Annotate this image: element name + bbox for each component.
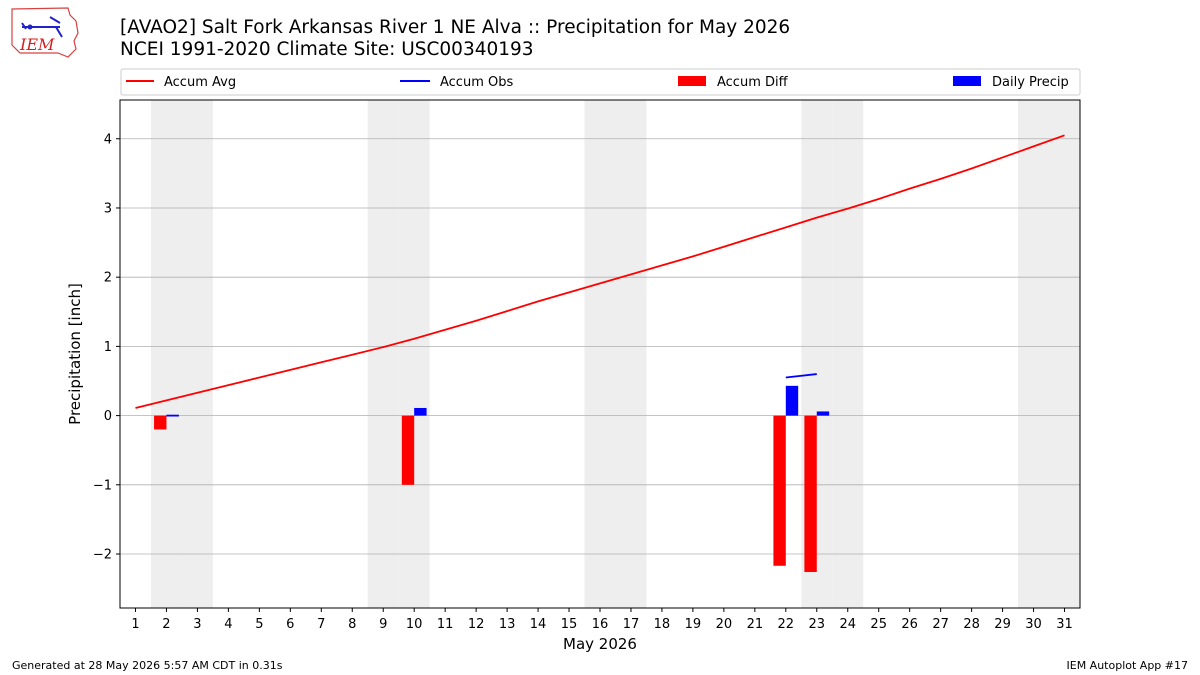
chart-subtitle: NCEI 1991-2020 Climate Site: USC00340193	[120, 39, 534, 60]
legend-box	[120, 68, 1081, 96]
bar-daily-precip-10	[414, 407, 427, 416]
tick-label-x-26: 26	[901, 617, 918, 632]
bar-accum-diff-22	[773, 415, 786, 566]
weekend-shade-24	[832, 100, 864, 608]
line-accum-avg	[135, 134, 1065, 409]
weekend-shade-17	[615, 100, 647, 608]
tick-label-x-28: 28	[963, 617, 980, 632]
bar-daily-precip-22	[785, 385, 799, 416]
chart-title: [AVAO2] Salt Fork Arkansas River 1 NE Al…	[120, 17, 791, 38]
tick-label-y--2: −2	[93, 548, 112, 563]
tick-label-x-18: 18	[654, 617, 671, 632]
weekend-shade-10	[398, 100, 430, 608]
tick-label-x-5: 5	[255, 617, 263, 632]
tick-label-x-4: 4	[224, 617, 232, 632]
tick-label-x-11: 11	[437, 617, 454, 632]
tick-label-x-15: 15	[561, 617, 578, 632]
tick-label-y-3: 3	[104, 201, 112, 216]
iem-logo: IEM	[11, 7, 79, 58]
weekend-shade-2	[150, 100, 182, 608]
bar-accum-diff-23	[804, 415, 817, 573]
weekend-shade-16	[584, 100, 616, 608]
tick-label-x-17: 17	[623, 617, 640, 632]
logo-text: IEM	[19, 35, 55, 54]
tick-label-x-31: 31	[1056, 617, 1073, 632]
legend: Accum Avg Accum Obs Accum Diff Daily Pre…	[120, 68, 1081, 96]
line-accum-obs-segment-1	[785, 373, 817, 379]
tick-label-x-29: 29	[994, 617, 1011, 632]
legend-label-accum-diff: Accum Diff	[717, 75, 789, 90]
tick-label-x-10: 10	[406, 617, 423, 632]
footer-generated: Generated at 28 May 2026 5:57 AM CDT in …	[12, 659, 283, 672]
legend-label-accum-obs: Accum Obs	[440, 75, 513, 90]
tick-label-x-24: 24	[839, 617, 856, 632]
lines	[135, 134, 1065, 417]
tick-label-x-2: 2	[162, 617, 170, 632]
tick-label-x-23: 23	[809, 617, 826, 632]
y-axis-label: Precipitation [inch]	[66, 283, 84, 425]
bar-daily-precip-23	[816, 411, 830, 416]
tick-label-x-7: 7	[317, 617, 325, 632]
bar-accum-diff-2	[154, 415, 167, 430]
tick-label-x-1: 1	[131, 617, 139, 632]
tick-label-x-25: 25	[870, 617, 887, 632]
tick-label-x-19: 19	[685, 617, 702, 632]
legend-swatch-accum-diff	[678, 76, 706, 86]
legend-label-accum-avg: Accum Avg	[164, 75, 236, 90]
tick-label-x-6: 6	[286, 617, 294, 632]
tick-label-x-12: 12	[468, 617, 485, 632]
tick-label-x-3: 3	[193, 617, 201, 632]
tick-label-x-21: 21	[747, 617, 764, 632]
weekend-shading	[150, 100, 1080, 608]
tick-label-y-4: 4	[104, 132, 112, 147]
tick-label-x-16: 16	[592, 617, 609, 632]
tick-label-x-13: 13	[499, 617, 516, 632]
weekend-shade-9	[367, 100, 399, 608]
bar-accum-diff-10	[401, 415, 415, 485]
legend-label-daily-precip: Daily Precip	[992, 75, 1069, 90]
tick-label-x-8: 8	[348, 617, 356, 632]
weekend-shade-31	[1049, 100, 1080, 608]
tick-label-x-9: 9	[379, 617, 387, 632]
tick-label-x-20: 20	[716, 617, 733, 632]
grid-lines	[120, 138, 1080, 555]
tick-label-y-1: 1	[104, 340, 112, 355]
weekend-shade-30	[1018, 100, 1050, 608]
tick-label-x-22: 22	[778, 617, 795, 632]
bars	[154, 385, 830, 573]
tick-label-x-14: 14	[530, 617, 547, 632]
weekend-shade-3	[181, 100, 213, 608]
x-axis-label: May 2026	[563, 635, 637, 653]
tick-label-y--1: −1	[93, 478, 112, 493]
footer-app: IEM Autoplot App #17	[1066, 659, 1189, 672]
tick-label-x-27: 27	[932, 617, 949, 632]
tick-label-y-0: 0	[104, 409, 112, 424]
tick-label-y-2: 2	[104, 271, 112, 286]
legend-swatch-daily-precip	[953, 76, 981, 86]
tick-label-x-30: 30	[1025, 617, 1042, 632]
